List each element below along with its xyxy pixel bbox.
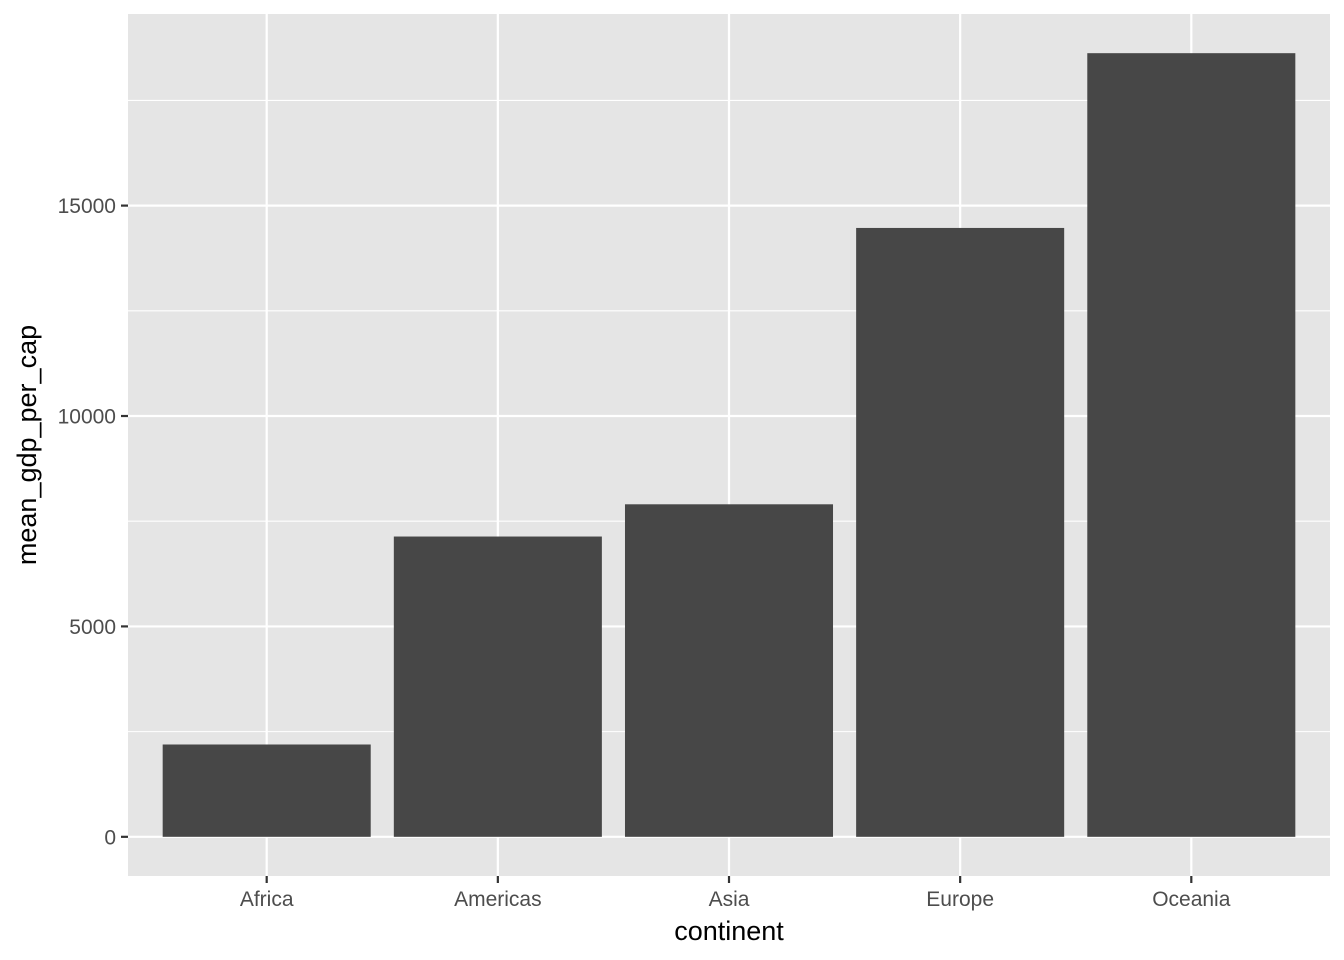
x-tick-label: Asia [709, 888, 750, 911]
bar-oceania [1087, 53, 1296, 837]
bar-europe [856, 227, 1065, 837]
bar-americas [393, 536, 602, 837]
bar-africa [162, 744, 371, 837]
y-tick-label: 0 [104, 826, 116, 849]
bars [162, 53, 1296, 837]
x-tick-label: Americas [454, 888, 542, 911]
bar-asia [624, 504, 834, 837]
y-axis: 0 5000 10000 15000 [58, 195, 128, 849]
y-tick-label: 15000 [58, 195, 116, 218]
y-axis-title: mean_gdp_per_cap [12, 325, 42, 565]
x-tick-label: Europe [926, 888, 994, 911]
x-axis: Africa Americas Asia Europe Oceania [240, 876, 1231, 911]
x-tick-label: Oceania [1152, 888, 1231, 911]
x-tick-label: Africa [240, 888, 294, 911]
y-tick-label: 5000 [69, 616, 116, 639]
x-axis-title: continent [674, 916, 784, 946]
y-tick-label: 10000 [58, 406, 116, 429]
